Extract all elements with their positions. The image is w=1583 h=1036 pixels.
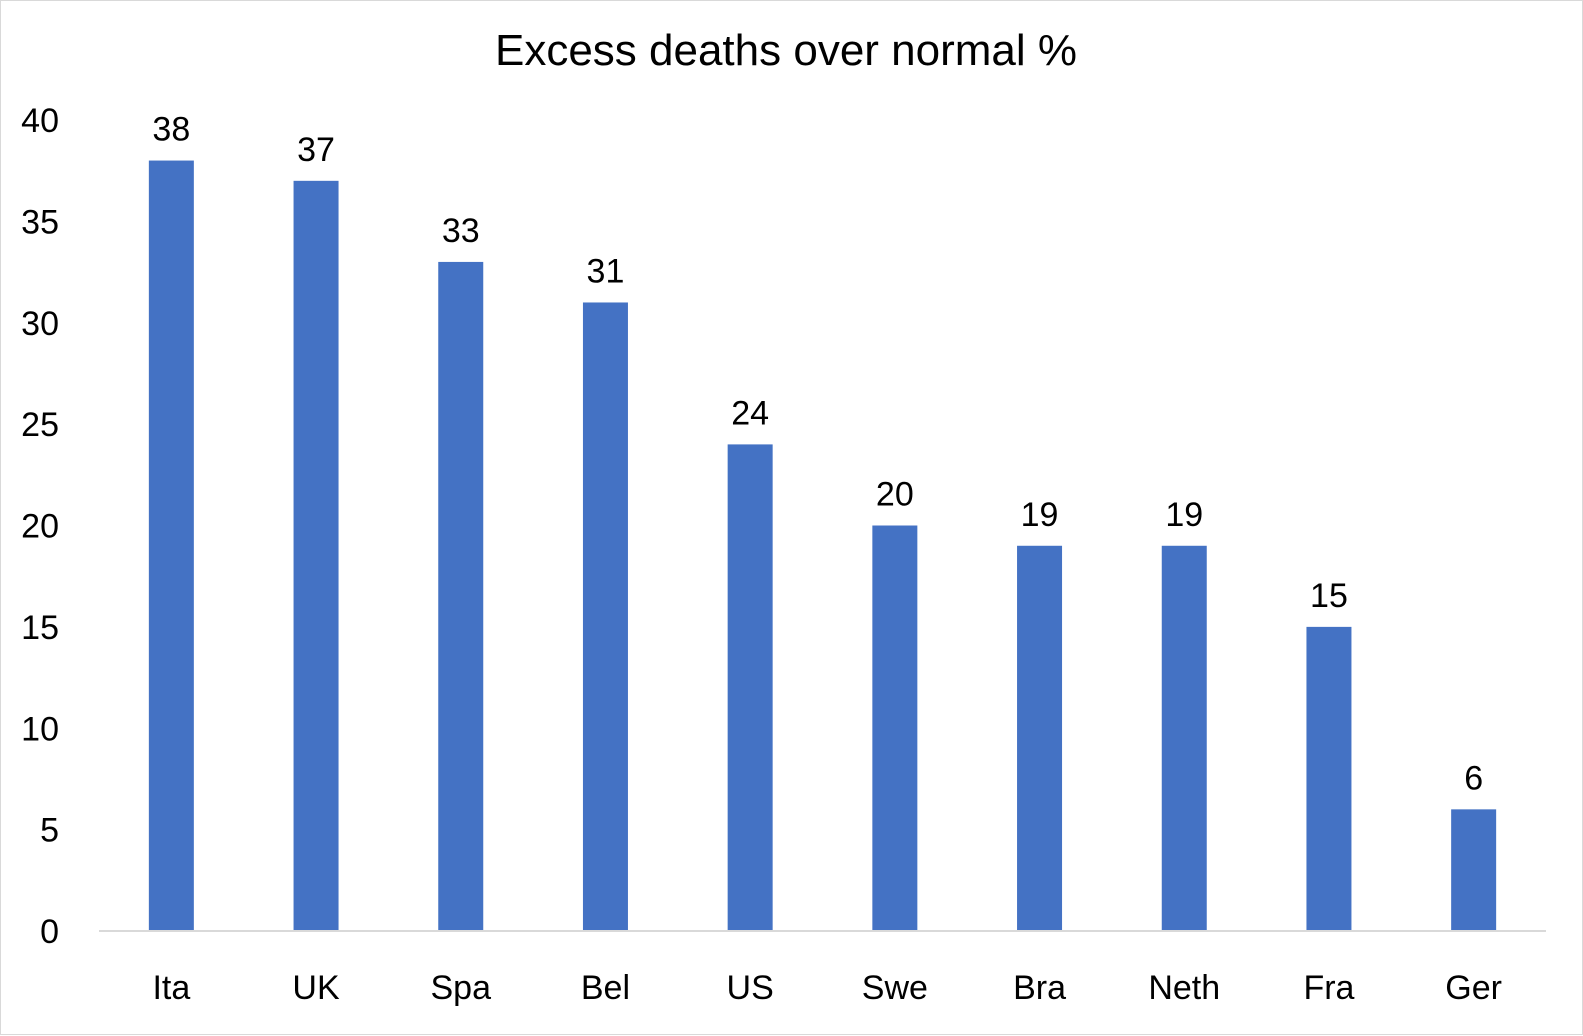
x-tick-label-neth: Neth xyxy=(1148,969,1220,1007)
y-tick-label: 0 xyxy=(40,913,59,951)
y-tick-label: 15 xyxy=(21,609,59,647)
x-tick-label-fra: Fra xyxy=(1303,969,1354,1007)
y-tick-label: 40 xyxy=(21,102,59,140)
chart-title: Excess deaths over normal % xyxy=(495,26,1077,75)
data-label-us: 24 xyxy=(731,394,769,432)
x-tick-label-uk: UK xyxy=(292,969,340,1007)
bars xyxy=(148,160,1497,932)
bar-bel xyxy=(582,302,628,932)
data-label-spa: 33 xyxy=(442,212,480,250)
data-label-uk: 37 xyxy=(297,131,335,169)
y-tick-label: 20 xyxy=(21,508,59,546)
data-label-ger: 6 xyxy=(1464,759,1483,797)
y-tick-label: 10 xyxy=(21,710,59,748)
x-tick-label-ger: Ger xyxy=(1445,969,1502,1007)
bar-swe xyxy=(872,525,918,931)
bar-us xyxy=(727,444,773,931)
x-tick-label-bra: Bra xyxy=(1013,969,1066,1007)
x-tick-label-swe: Swe xyxy=(862,969,928,1007)
data-label-bel: 31 xyxy=(587,252,625,290)
x-tick-label-spa: Spa xyxy=(431,969,492,1007)
bar-uk xyxy=(293,180,339,931)
data-label-neth: 19 xyxy=(1165,496,1203,534)
y-tick-label: 35 xyxy=(21,203,59,241)
bar-neth xyxy=(1161,545,1207,931)
bar-fra xyxy=(1306,626,1352,931)
y-tick-label: 5 xyxy=(40,812,59,850)
y-axis-ticks: 0 5 10 15 20 25 30 35 40 xyxy=(21,102,59,951)
x-axis-ticks: Ita UK Spa Bel US Swe Bra Neth Fra Ger xyxy=(152,969,1502,1007)
bar-spa xyxy=(438,261,484,931)
data-label-bra: 19 xyxy=(1021,496,1059,534)
data-labels: 38 37 33 31 24 20 19 19 15 6 xyxy=(152,111,1483,798)
bar-ita xyxy=(148,160,194,932)
data-label-ita: 38 xyxy=(152,111,190,149)
x-tick-label-ita: Ita xyxy=(152,969,190,1007)
data-label-swe: 20 xyxy=(876,476,914,514)
x-tick-label-us: US xyxy=(727,969,774,1007)
x-tick-label-bel: Bel xyxy=(581,969,630,1007)
bar-ger xyxy=(1451,809,1497,931)
y-tick-label: 30 xyxy=(21,305,59,343)
data-label-fra: 15 xyxy=(1310,577,1348,615)
y-tick-label: 25 xyxy=(21,406,59,444)
bar-bra xyxy=(1017,545,1063,931)
